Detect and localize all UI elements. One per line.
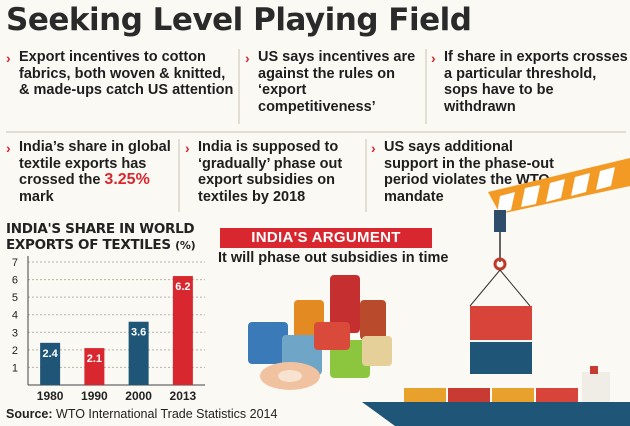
bullet-us-says-incentives: › US says incentives are against the rul… [245,49,425,115]
source-note: Source: WTO International Trade Statisti… [6,407,277,421]
bullet-text-suffix: mark [19,188,54,205]
y-tick-label: 5 [12,292,18,304]
bar [84,348,105,385]
chevron-icon: › [185,140,190,156]
bar [128,321,149,385]
chevron-icon: › [371,140,376,156]
bullet-text: US says additional support in the phase-… [384,139,554,205]
bar-value-label: 6.2 [175,281,190,293]
bullet-text-prefix: India’s share in global textile exports … [19,139,171,188]
bullet-text: India is supposed to ‘gradually’ phase o… [198,139,343,205]
x-tick-label: 1990 [81,389,108,403]
bar-value-label: 2.4 [42,348,58,360]
bar [172,276,193,385]
x-tick-label: 1980 [37,389,64,403]
y-tick-label: 3 [12,327,18,339]
y-tick-label: 1 [12,362,18,374]
x-tick-label: 2000 [125,389,152,403]
chevron-icon: › [6,140,11,156]
bullet-phase-out: › India is supposed to ‘gradually’ phase… [185,139,365,205]
crane-illustration [469,158,630,374]
chevron-icon: › [431,50,436,66]
source-label: Source: [6,407,53,421]
chevron-icon: › [6,50,11,66]
share-highlight: 3.25% [104,171,150,188]
page-title: Seeking Level Playing Field [6,2,472,38]
source-text: WTO International Trade Statistics 2014 [56,407,278,421]
bar-chart: 1 2 3 4 5 6 7 2.4 1980 2.1 1990 3.6 2000 6.2 2013 [12,256,205,403]
chart-title: INDIA'S SHARE IN WORLD EXPORTS OF TEXTIL… [6,221,206,254]
chart-title-text: INDIA'S SHARE IN WORLD EXPORTS OF TEXTIL… [6,221,195,253]
bullet-india-share: › India’s share in global textile export… [6,139,176,205]
bullet-text: If share in exports crosses a particular… [444,49,628,115]
thread-spools-illustration [248,275,392,390]
x-tick-label: 2013 [170,389,197,403]
bullet-export-incentives: › Export incentives to cotton fabrics, b… [6,49,236,99]
y-tick-label: 6 [12,275,18,287]
bar-value-label: 3.6 [131,327,146,339]
bullet-text: Export incentives to cotton fabrics, bot… [19,49,234,98]
bar [40,342,61,385]
y-tick-label: 7 [12,257,18,269]
bullet-threshold: › If share in exports crosses a particul… [431,49,628,115]
y-tick-label: 4 [12,310,18,322]
chart-unit: (%) [175,239,196,252]
bullet-wto-mandate: › US says additional support in the phas… [371,139,556,205]
bar-value-label: 2.1 [87,353,102,365]
chevron-icon: › [245,50,250,66]
ship-illustration [362,366,630,426]
y-tick-label: 2 [12,345,18,357]
argument-text: It will phase out subsidies in time [218,250,449,266]
argument-heading: INDIA'S ARGUMENT [220,228,432,248]
bullet-text: US says incentives are against the rules… [258,49,416,115]
